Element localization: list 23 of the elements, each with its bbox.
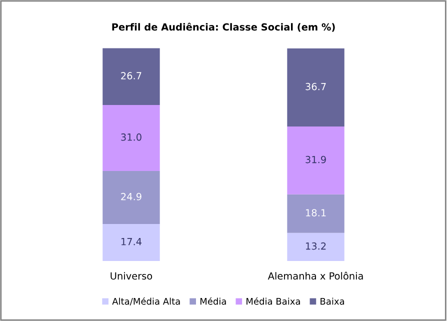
bar — [287, 194, 344, 233]
bar — [287, 126, 344, 194]
bar — [287, 232, 344, 261]
data-label: 31.0 — [121, 133, 142, 141]
data-label: 31.9 — [306, 156, 326, 164]
bar — [102, 224, 160, 261]
legend-label: Média Baixa — [246, 297, 300, 305]
legend-label: Média — [200, 297, 226, 305]
bar — [102, 48, 160, 105]
legend-label: Baixa — [320, 298, 344, 305]
data-label: 24.9 — [121, 192, 142, 200]
legend-label: Alta/Média Alta — [112, 297, 180, 306]
x-tick-label: Universo — [110, 272, 152, 280]
bar — [102, 170, 160, 224]
x-tick-label: Alemanha x Polônia — [268, 272, 363, 280]
bar — [102, 104, 160, 171]
data-label: 18.1 — [306, 209, 326, 216]
data-label: 26.7 — [121, 72, 142, 80]
chart-title: Perfil de Audiência: Classe Social (em %) — [112, 22, 335, 32]
data-label: 36.7 — [306, 82, 326, 90]
data-label: 13.2 — [306, 242, 326, 250]
data-label: 17.4 — [121, 238, 142, 246]
bar — [287, 48, 344, 126]
